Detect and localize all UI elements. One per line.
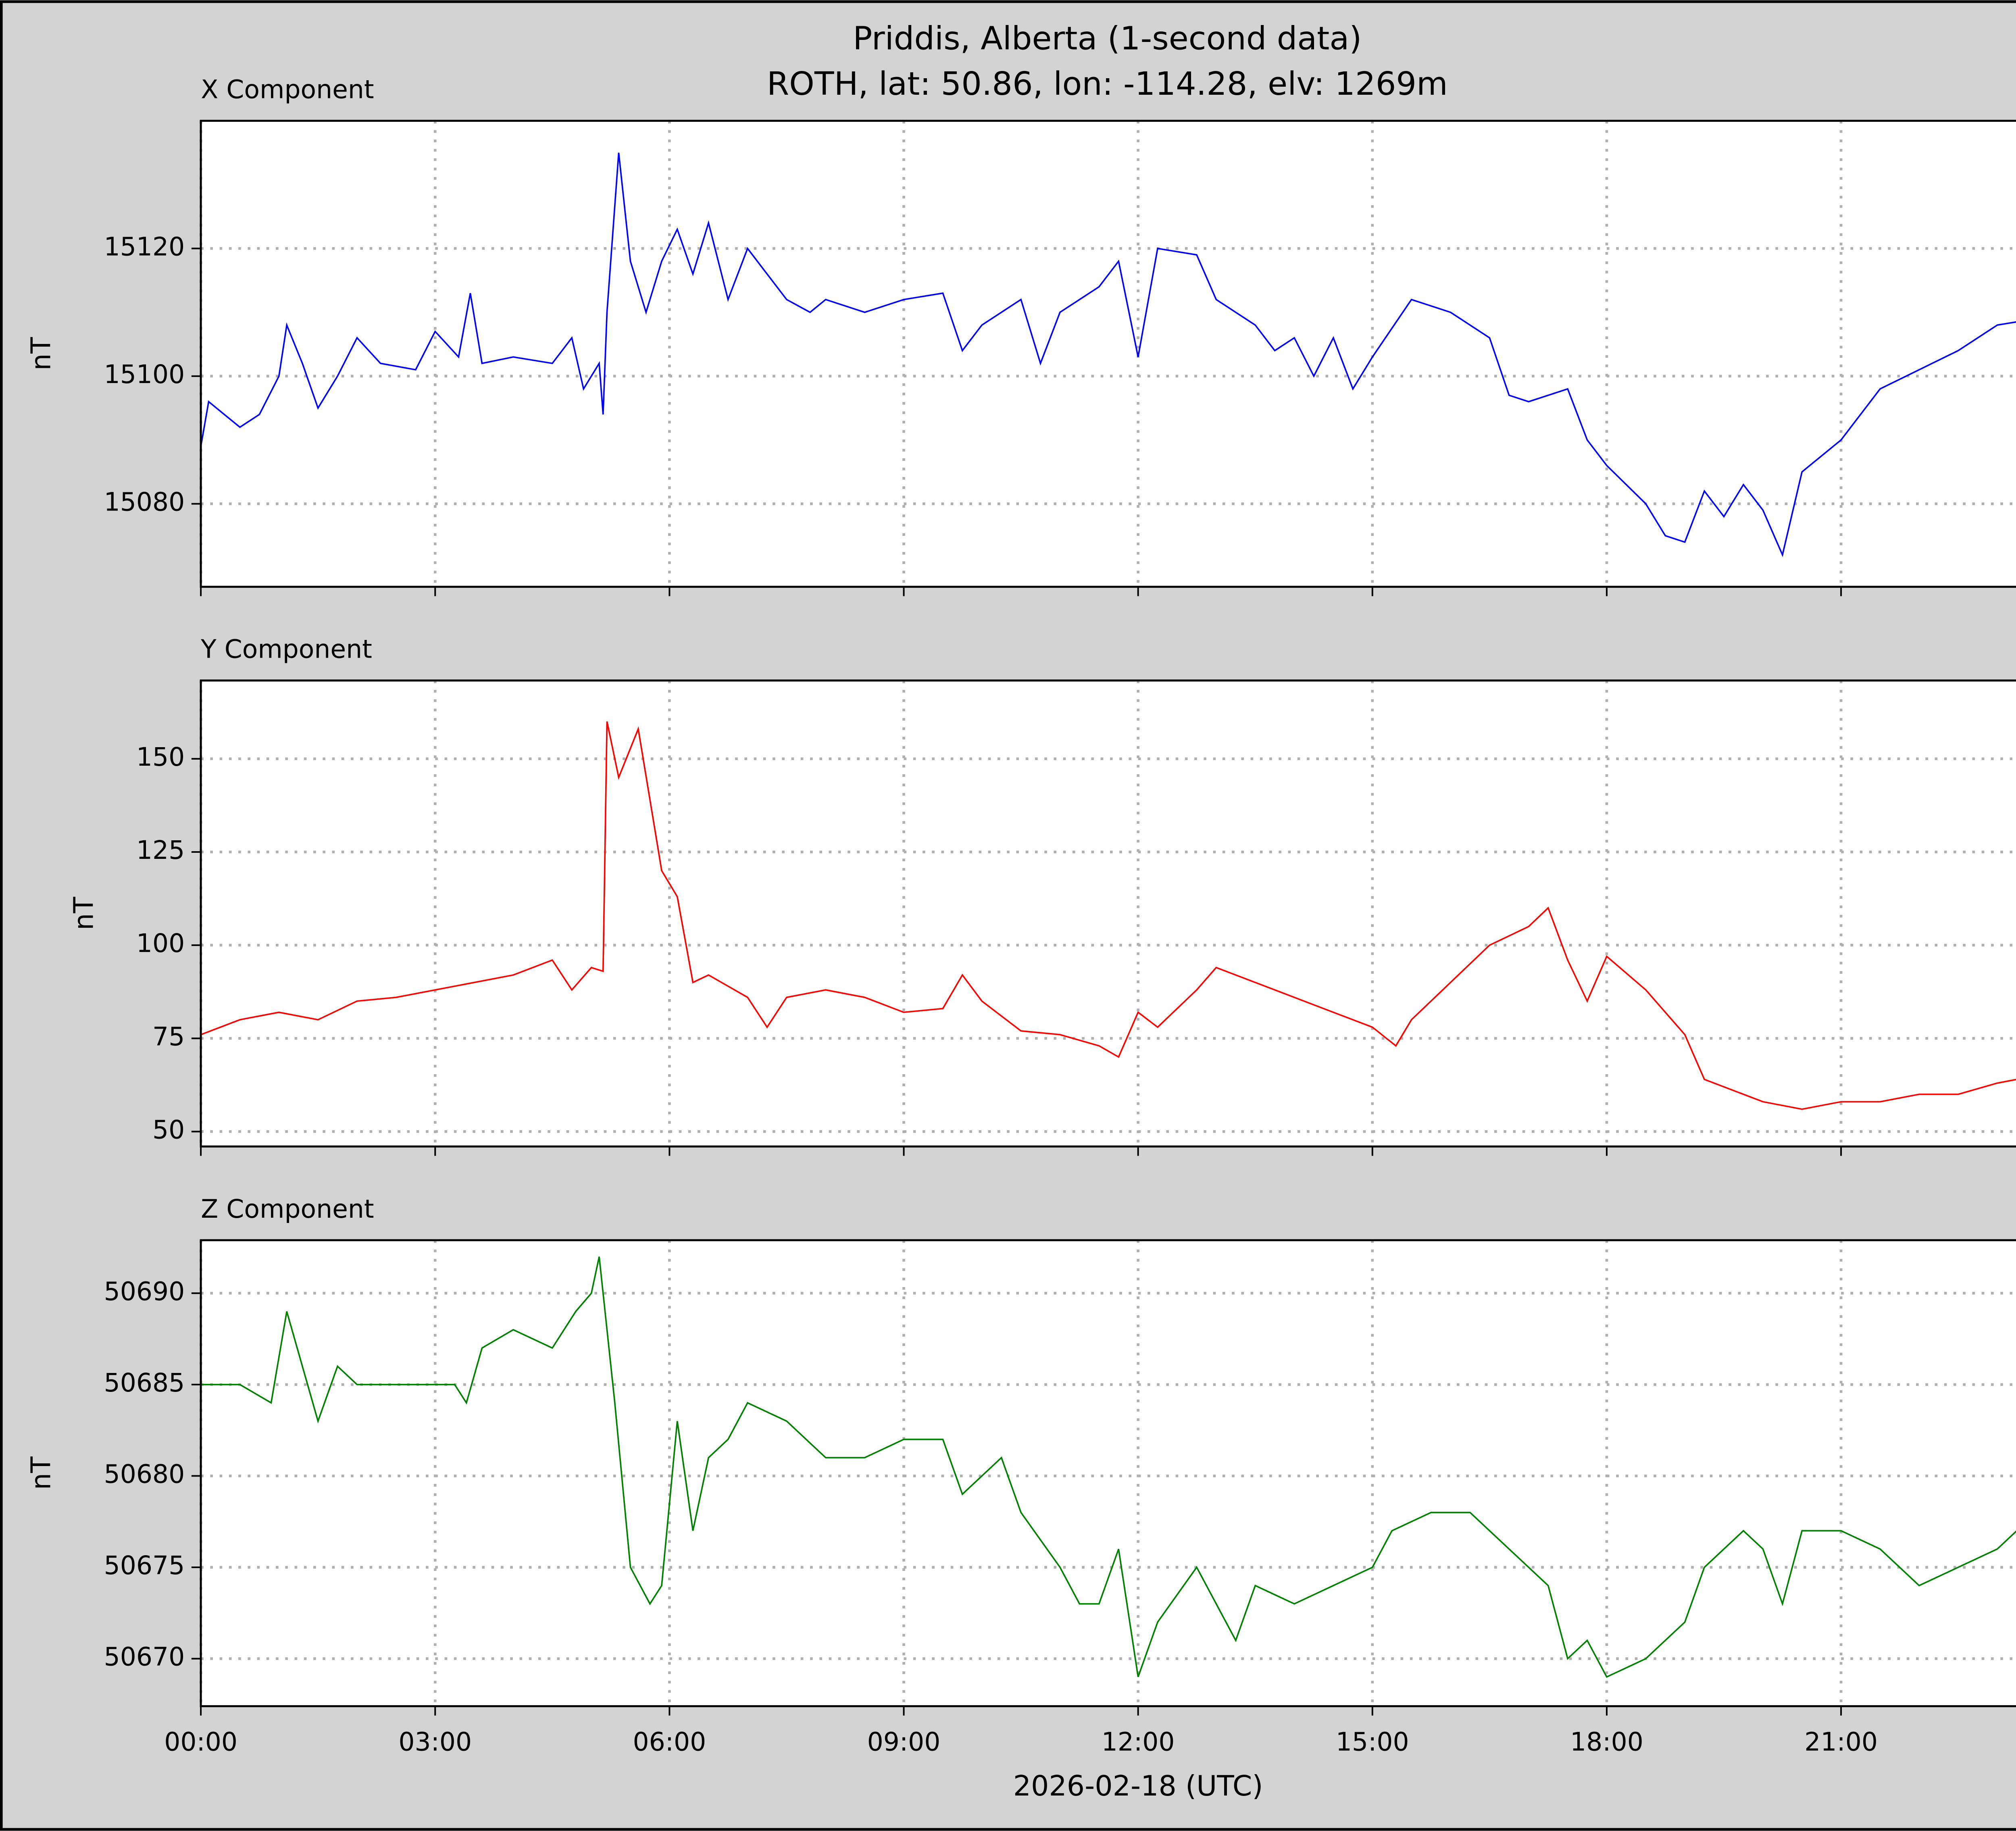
y-tick-label: 75 (152, 1021, 185, 1051)
y-tick-label: 15100 (104, 359, 185, 389)
data-line (200, 152, 2016, 557)
y-tick-label: 15120 (104, 231, 185, 261)
plot-area (201, 121, 2016, 587)
y-tick-label: 50 (152, 1114, 185, 1144)
x-tick-label: 18:00 (1570, 1727, 1643, 1756)
y-axis-label: nT (68, 897, 100, 930)
figure-title: Priddis, Alberta (1-second data) (853, 19, 1362, 57)
y-axis-label: nT (25, 1456, 56, 1490)
panel-title: Y Component (200, 634, 372, 664)
y-axis-label: nT (25, 337, 56, 371)
y-tick-label: 50685 (104, 1368, 185, 1398)
y-tick-label: 125 (136, 835, 185, 865)
y-tick-label: 150 (136, 742, 185, 772)
plot-frame (200, 120, 2016, 588)
x-tick-label: 06:00 (633, 1727, 706, 1756)
y-tick-label: 15080 (104, 487, 185, 517)
plot-area (201, 680, 2016, 1147)
y-tick-label: 50670 (104, 1642, 185, 1672)
y-tick-label: 50680 (104, 1459, 185, 1489)
x-tick-label: 00:00 (164, 1727, 237, 1756)
y-tick-label: 100 (136, 928, 185, 958)
panel-title: X Component (201, 75, 374, 104)
y-tick-label: 50675 (104, 1550, 185, 1580)
data-line (200, 721, 2016, 1110)
panel-title: Z Component (201, 1194, 374, 1224)
x-tick-label: 15:00 (1336, 1727, 1409, 1756)
x-tick-label: 03:00 (398, 1727, 472, 1756)
x-axis-label: 2026-02-18 (UTC) (1013, 1770, 1263, 1802)
data-line (201, 1256, 2016, 1678)
figure-subtitle: ROTH, lat: 50.86, lon: -114.28, elv: 126… (767, 65, 1448, 102)
x-tick-label: 12:00 (1102, 1727, 1175, 1756)
plot-frame (200, 679, 2016, 1148)
x-tick-label: 09:00 (867, 1727, 941, 1756)
plot-area (201, 1240, 2016, 1706)
x-tick-label: 21:00 (1804, 1727, 1878, 1756)
plot-frame (200, 1239, 2016, 1707)
y-tick-label: 50690 (104, 1276, 185, 1306)
